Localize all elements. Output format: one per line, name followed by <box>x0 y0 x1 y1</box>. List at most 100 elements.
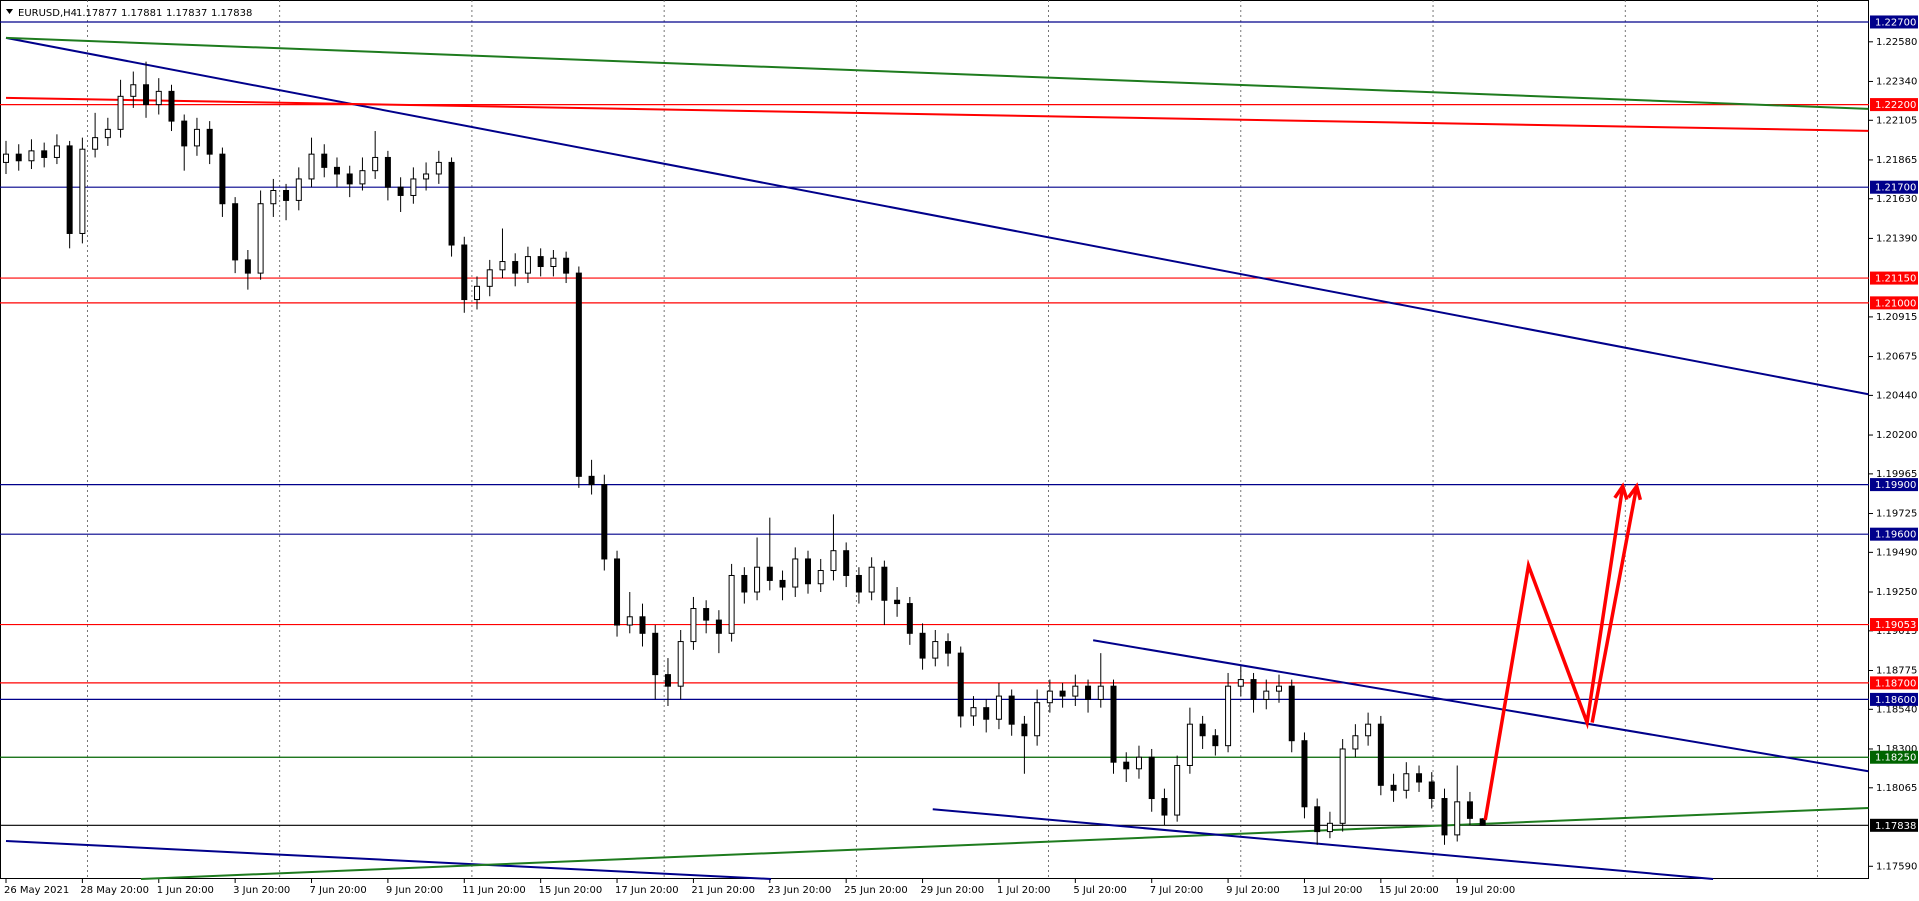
candle-body <box>703 608 710 621</box>
candle-body <box>3 153 9 163</box>
y-tick-label: 1.18540 <box>1876 704 1917 715</box>
x-tick-label: 9 Jun 20:00 <box>386 885 443 896</box>
candle-body <box>563 257 570 274</box>
candle-body <box>830 550 837 572</box>
trendline <box>932 808 1714 880</box>
candle-body <box>639 616 646 634</box>
x-tick-label: 19 Jul 20:00 <box>1455 885 1515 896</box>
candle-body <box>843 550 850 576</box>
x-tick-label: 3 Jun 20:00 <box>233 885 290 896</box>
close-price: 1.17838 <box>211 8 252 19</box>
y-tick-label: 1.19965 <box>1876 469 1917 480</box>
candle-body <box>1377 723 1384 786</box>
price-level-box <box>1870 271 1918 285</box>
candle-body <box>104 128 111 139</box>
open-price: 1.17877 <box>76 8 117 19</box>
candle-body <box>372 156 379 172</box>
x-tick-label: 21 Jun 20:00 <box>691 885 755 896</box>
candle-body <box>1479 818 1486 826</box>
candle-body <box>435 161 442 175</box>
price-level-box <box>1870 180 1918 194</box>
high-price: 1.17881 <box>121 8 162 19</box>
candle-body <box>983 707 990 720</box>
candle-body <box>715 619 722 634</box>
candle-body <box>181 120 188 147</box>
price-level-box <box>1870 750 1918 764</box>
y-tick-label: 1.20675 <box>1876 352 1917 363</box>
candle-body <box>79 148 86 234</box>
menu-triangle[interactable] <box>6 9 13 14</box>
trendline <box>140 806 1869 880</box>
x-tick-label: 17 Jun 20:00 <box>615 885 679 896</box>
candle-body <box>321 153 328 168</box>
price-level-label: 1.18250 <box>1875 753 1916 764</box>
arrow-head <box>1613 482 1629 501</box>
candle-body <box>270 190 277 205</box>
candle-body <box>1466 801 1473 819</box>
symbol: EURUSD,H4 <box>18 8 77 19</box>
x-tick-label: 1 Jun 20:00 <box>157 885 214 896</box>
price-level-label: 1.21000 <box>1875 298 1916 309</box>
forecast-arrow <box>1483 485 1625 821</box>
arrow-head <box>1626 482 1643 501</box>
candle-body <box>474 285 481 301</box>
plot-frame <box>0 0 1869 879</box>
price-level-label: 1.18600 <box>1875 695 1916 706</box>
candle-body <box>524 256 531 274</box>
candle-body <box>1123 761 1130 770</box>
candle-body <box>1046 690 1053 704</box>
candle-body <box>28 150 35 162</box>
candle-body <box>1059 690 1066 697</box>
candle-body <box>868 566 875 593</box>
candle-body <box>664 674 671 687</box>
candle-body <box>384 156 391 188</box>
candle-body <box>601 484 608 560</box>
candle-body <box>486 269 493 287</box>
candle-body <box>970 707 977 717</box>
candle-body <box>1416 773 1423 783</box>
candle-body <box>423 173 430 180</box>
candle-body <box>1072 685 1079 697</box>
price-level-box <box>1870 692 1918 706</box>
candle-body <box>779 579 786 588</box>
y-tick-label: 1.22580 <box>1876 37 1917 48</box>
candle-body <box>346 173 353 185</box>
candle-body <box>461 244 468 301</box>
candle-body <box>1097 685 1104 700</box>
candle-body <box>1199 723 1206 737</box>
candle-body <box>1135 756 1142 770</box>
x-tick-label: 23 Jun 20:00 <box>768 885 832 896</box>
candle-body <box>1428 781 1435 800</box>
price-level-label: 1.22700 <box>1875 17 1916 28</box>
candle-body <box>1314 806 1321 833</box>
candle-body <box>1237 679 1244 687</box>
y-tick-label: 1.17590 <box>1876 861 1917 872</box>
candle-body <box>804 558 811 585</box>
x-tick-label: 26 May 2021 <box>4 885 69 896</box>
x-tick-label: 15 Jun 20:00 <box>539 885 603 896</box>
candle-body <box>1186 723 1193 766</box>
candle-body <box>92 137 99 150</box>
candle-body <box>512 261 519 274</box>
x-tick-label: 7 Jul 20:00 <box>1150 885 1204 896</box>
y-tick-label: 1.19250 <box>1876 587 1917 598</box>
x-tick-label: 29 Jun 20:00 <box>921 885 985 896</box>
y-tick-label: 1.21865 <box>1876 155 1917 166</box>
x-tick-label: 1 Jul 20:00 <box>997 885 1051 896</box>
price-level-label: 1.18700 <box>1875 678 1916 689</box>
price-level-box <box>1870 478 1918 492</box>
trendline <box>5 96 1869 132</box>
candle-body <box>537 256 544 268</box>
candle-body <box>652 632 659 676</box>
low-price: 1.17837 <box>166 8 207 19</box>
candle-body <box>193 128 200 147</box>
y-tick-label: 1.22105 <box>1876 115 1917 126</box>
candle-body <box>143 84 150 106</box>
candle-body <box>1288 685 1295 742</box>
candle-body <box>499 261 506 271</box>
candle-body <box>1441 798 1448 836</box>
candle-body <box>1110 685 1117 763</box>
candle-body <box>881 566 888 601</box>
candle-body <box>1276 685 1282 692</box>
